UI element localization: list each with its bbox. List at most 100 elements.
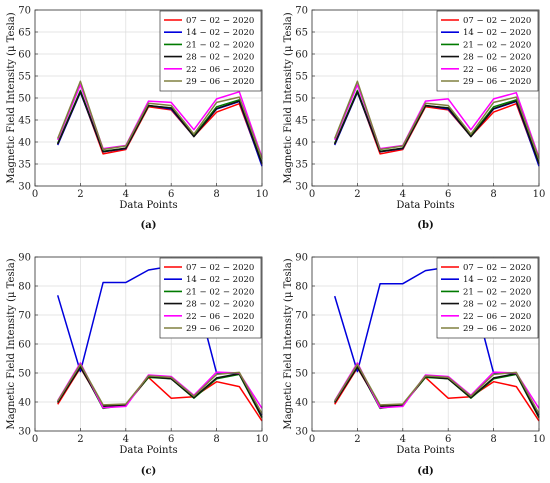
y-tick-label: 30 [18,182,31,193]
panel-caption: (a) [141,220,157,231]
x-tick-label: 8 [213,434,219,445]
series-line [334,91,540,165]
y-tick-label: 70 [18,6,31,17]
legend-box [159,10,262,92]
axes-frame [311,9,540,187]
legend-entry: 07 − 02 − 2020 [463,16,531,26]
y-tick-label: 60 [18,340,31,351]
x-axis-label: Data Points [396,200,454,211]
y-tick-label: 55 [18,72,31,83]
legend-entry: 07 − 02 − 2020 [463,263,531,273]
y-tick-label: 70 [295,6,308,17]
panel-caption: (b) [417,220,433,231]
x-tick-label: 2 [77,434,83,445]
x-axis-label: Data Points [119,445,177,456]
x-tick-label: 8 [213,189,219,200]
legend-entry: 21 − 02 − 2020 [463,40,531,50]
x-tick-label: 0 [32,189,38,200]
x-tick-label: 10 [533,434,546,445]
y-tick-label: 30 [18,427,31,438]
y-tick-label: 70 [18,311,31,322]
x-tick-label: 4 [400,434,406,445]
axes-frame [34,9,263,187]
legend: 07 − 02 − 2020 14 − 02 − 2020 21 − 02 − 20… [159,257,262,339]
legend-entry: 14 − 02 − 2020 [186,275,254,285]
y-axis-label: Magnetic Field Intensity (μ Tesla) [283,258,294,429]
y-tick-label: 40 [18,398,31,409]
x-tick-label: 10 [533,189,546,200]
y-tick-label: 60 [295,340,308,351]
x-tick-label: 8 [490,189,496,200]
y-tick-label: 35 [18,160,31,171]
x-tick-label: 10 [256,434,269,445]
legend: 07 − 02 − 2020 14 − 02 − 2020 21 − 02 − 20… [436,10,539,92]
y-tick-label: 90 [18,253,31,264]
y-tick-label: 60 [18,50,31,61]
legend-entry: 22 − 06 − 2020 [186,312,254,322]
y-tick-label: 90 [295,253,308,264]
y-tick-label: 65 [295,28,308,39]
legend-entry: 14 − 02 − 2020 [463,275,531,285]
x-tick-label: 2 [354,434,360,445]
y-tick-label: 40 [295,398,308,409]
y-tick-label: 50 [295,94,308,105]
x-tick-label: 2 [354,189,360,200]
legend-entry: 29 − 06 − 2020 [463,324,531,334]
y-tick-label: 50 [18,369,31,380]
legend-entry: 07 − 02 − 2020 [186,263,254,273]
legend-entry: 21 − 02 − 2020 [463,287,531,297]
series-line [334,363,540,414]
y-tick-label: 40 [18,138,31,149]
panel-caption: (d) [417,466,433,477]
legend: 07 − 02 − 2020 14 − 02 − 2020 21 − 02 − 20… [436,257,539,339]
y-tick-label: 70 [295,311,308,322]
x-tick-label: 4 [123,189,129,200]
series-line [57,80,263,159]
x-axis-label: Data Points [396,445,454,456]
legend-box [436,257,539,339]
y-tick-label: 30 [295,182,308,193]
legend-entry: 14 − 02 − 2020 [463,28,531,38]
legend-entry: 07 − 02 − 2020 [186,16,254,26]
y-axis-label: Magnetic Field Intensity (μ Tesla) [6,12,17,183]
x-tick-label: 4 [123,434,129,445]
legend-entry: 28 − 02 − 2020 [463,300,531,310]
legend-entry: 29 − 06 − 2020 [186,324,254,334]
x-tick-label: 0 [309,189,315,200]
legend-entry: 28 − 02 − 2020 [186,300,254,310]
y-tick-label: 55 [295,72,308,83]
x-tick-label: 6 [168,434,174,445]
y-tick-label: 50 [295,369,308,380]
y-tick-label: 60 [295,50,308,61]
x-tick-label: 0 [309,434,315,445]
legend-entry: 28 − 02 − 2020 [463,53,531,63]
y-tick-label: 80 [18,282,31,293]
x-tick-label: 0 [32,434,38,445]
legend-entry: 29 − 06 − 2020 [186,77,254,87]
legend-entry: 28 − 02 − 2020 [186,53,254,63]
chart-panel-3: 0 2 4 6 8 10 30 40 50 60 70 80 90 07 − 02 − 2020 14 − … [6,253,268,478]
x-tick-label: 6 [445,434,451,445]
y-tick-label: 65 [18,28,31,39]
legend-entry: 22 − 06 − 2020 [463,312,531,322]
y-axis-label: Magnetic Field Intensity (μ Tesla) [6,258,17,429]
y-tick-label: 45 [18,116,31,127]
x-axis-label: Data Points [119,200,177,211]
y-tick-label: 35 [295,160,308,171]
legend-entry: 14 − 02 − 2020 [186,28,254,38]
legend: 07 − 02 − 2020 14 − 02 − 2020 21 − 02 − 20… [159,10,262,92]
axes-frame [34,256,263,432]
x-tick-label: 4 [400,189,406,200]
y-tick-label: 30 [295,427,308,438]
y-axis-label: Magnetic Field Intensity (μ Tesla) [283,12,294,183]
chart-panel-2: 0 2 4 6 8 10 30 35 40 45 50 55 60 65 70 07 − 02 − 2020 1… [283,6,545,232]
chart-panel-1: 0 2 4 6 8 10 30 35 40 45 50 55 60 65 70 07 − 02 − 2020 1… [6,6,268,232]
panel-caption: (c) [141,466,157,477]
y-tick-label: 45 [295,116,308,127]
series-line [334,80,540,159]
x-tick-label: 6 [445,189,451,200]
series-line [57,363,263,414]
series-line [57,91,263,165]
y-tick-label: 80 [295,282,308,293]
